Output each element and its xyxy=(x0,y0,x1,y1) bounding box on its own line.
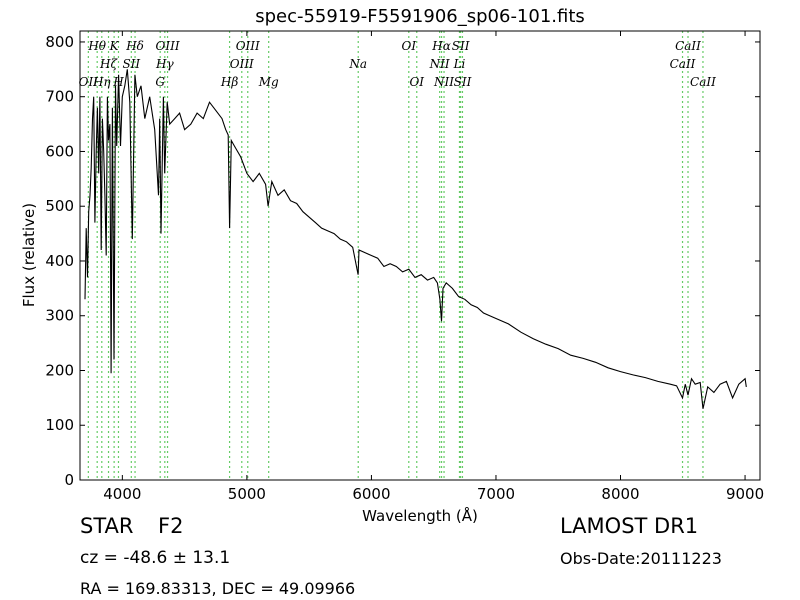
y-tick-label: 500 xyxy=(45,197,74,215)
spectral-line-label: SII xyxy=(454,75,472,89)
spectral-line-label: OII xyxy=(79,75,99,89)
spectral-line-label: Hη xyxy=(92,75,111,89)
spectral-line-label: NII xyxy=(433,75,454,89)
y-tick-label: 700 xyxy=(45,88,74,106)
spectral-line-label: G xyxy=(155,75,165,89)
x-tick-label: 5000 xyxy=(228,485,266,503)
spectral-line-label: Hβ xyxy=(220,75,238,89)
plot-frame xyxy=(79,30,761,481)
redshift-text: cz = -48.6 ± 13.1 xyxy=(80,548,231,568)
x-axis-label: Wavelength (Å) xyxy=(362,506,478,525)
y-tick-label: 600 xyxy=(45,142,74,160)
spectral-line-label: Hδ xyxy=(125,39,144,53)
spectral-line-label: Hθ xyxy=(87,39,106,53)
x-tick-label: 8000 xyxy=(601,485,639,503)
y-tick-label: 0 xyxy=(64,471,74,489)
x-tick-label: 4000 xyxy=(103,485,141,503)
spectral-line-label: OI xyxy=(409,75,424,89)
spectral-line-label: OIII xyxy=(236,39,260,53)
spectral-line-label: K xyxy=(109,39,120,53)
spectral-line-label: OIII xyxy=(156,39,180,53)
spectral-line-label: Hγ xyxy=(155,57,174,71)
y-tick-label: 400 xyxy=(45,252,74,270)
spectral-line-label: Li xyxy=(453,57,466,71)
spectral-line-label: SII xyxy=(452,39,470,53)
spectral-line-label: Mg xyxy=(258,75,279,89)
y-tick-label: 800 xyxy=(45,33,74,51)
spectral-line-label: Hζ xyxy=(99,57,118,71)
x-tick-label: 7000 xyxy=(477,485,515,503)
y-axis-label: Flux (relative) xyxy=(20,203,38,307)
spectral-line-label: SII xyxy=(122,57,140,71)
y-tick-label: 300 xyxy=(45,307,74,325)
object-class: STAR xyxy=(80,514,134,538)
spectral-line-label: Na xyxy=(348,57,367,71)
coordinates: RA = 169.83313, DEC = 49.09966 xyxy=(80,579,356,598)
y-tick-label: 200 xyxy=(45,361,74,379)
x-tick-label: 9000 xyxy=(726,485,764,503)
y-tick-label: 100 xyxy=(45,416,74,434)
spectrum-line xyxy=(84,69,747,409)
survey-label: LAMOST DR1 xyxy=(560,514,699,538)
obs-date: Obs-Date:20111223 xyxy=(560,549,722,568)
spectral-line-label: CaII xyxy=(675,39,701,53)
spectral-line-label: OI xyxy=(402,39,417,53)
spectral-line-label: CaII xyxy=(670,57,696,71)
spectral-line-label: CaII xyxy=(690,75,716,89)
spectral-line-label: NII xyxy=(429,57,450,71)
chart-title: spec-55919-F5591906_sp06-101.fits xyxy=(255,6,585,27)
spectral-line-label: Hα xyxy=(431,39,451,53)
spectral-line-label: OIII xyxy=(230,57,254,71)
x-tick-label: 6000 xyxy=(352,485,390,503)
object-subclass: F2 xyxy=(158,514,184,538)
